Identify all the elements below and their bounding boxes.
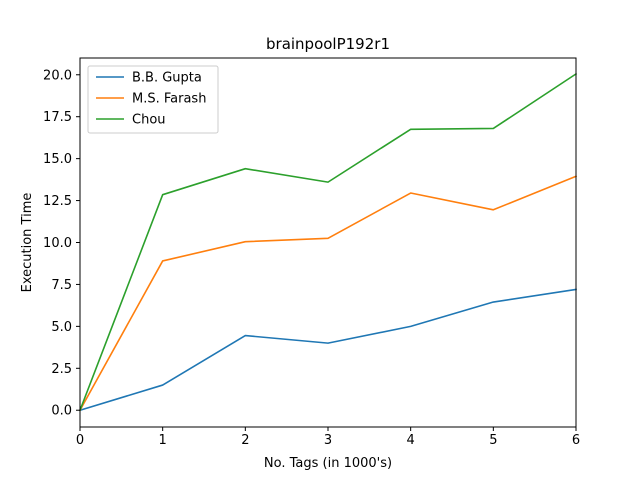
y-tick-label: 5.0 (51, 320, 72, 335)
legend-label-2: Chou (132, 113, 166, 128)
y-tick-label: 2.5 (51, 362, 72, 377)
chart-title: brainpoolP192r1 (266, 35, 390, 53)
y-axis: 0.0 2.5 5.0 7.5 10.0 12.5 15.0 17.5 20.0 (43, 68, 80, 419)
y-tick-label: 7.5 (51, 278, 72, 293)
y-tick-label: 20.0 (43, 68, 72, 83)
y-tick-label: 12.5 (43, 194, 72, 209)
x-tick-label: 3 (324, 433, 332, 448)
legend: B.B. Gupta M.S. Farash Chou (87, 65, 219, 134)
x-tick-label: 2 (241, 433, 249, 448)
y-tick-label: 0.0 (51, 404, 72, 419)
x-tick-label: 4 (407, 433, 415, 448)
series-line-1 (78, 175, 578, 412)
y-tick-label: 10.0 (43, 236, 72, 251)
y-tick-label: 17.5 (43, 110, 72, 125)
x-tick-label: 6 (572, 433, 580, 448)
y-tick-label: 15.0 (43, 152, 72, 167)
x-tick-label: 0 (76, 433, 84, 448)
x-axis-label: No. Tags (in 1000's) (264, 456, 392, 471)
x-tick-label: 5 (489, 433, 497, 448)
x-tick-label: 1 (159, 433, 167, 448)
series-layer (78, 72, 578, 412)
series-line-0 (79, 288, 577, 412)
x-axis: 0 1 2 3 4 5 6 (76, 427, 580, 448)
series-line-2 (78, 72, 578, 412)
legend-label-0: B.B. Gupta (132, 71, 202, 86)
legend-label-1: M.S. Farash (132, 92, 206, 107)
legend-box (87, 65, 219, 134)
y-axis-label: Execution Time (20, 193, 35, 293)
